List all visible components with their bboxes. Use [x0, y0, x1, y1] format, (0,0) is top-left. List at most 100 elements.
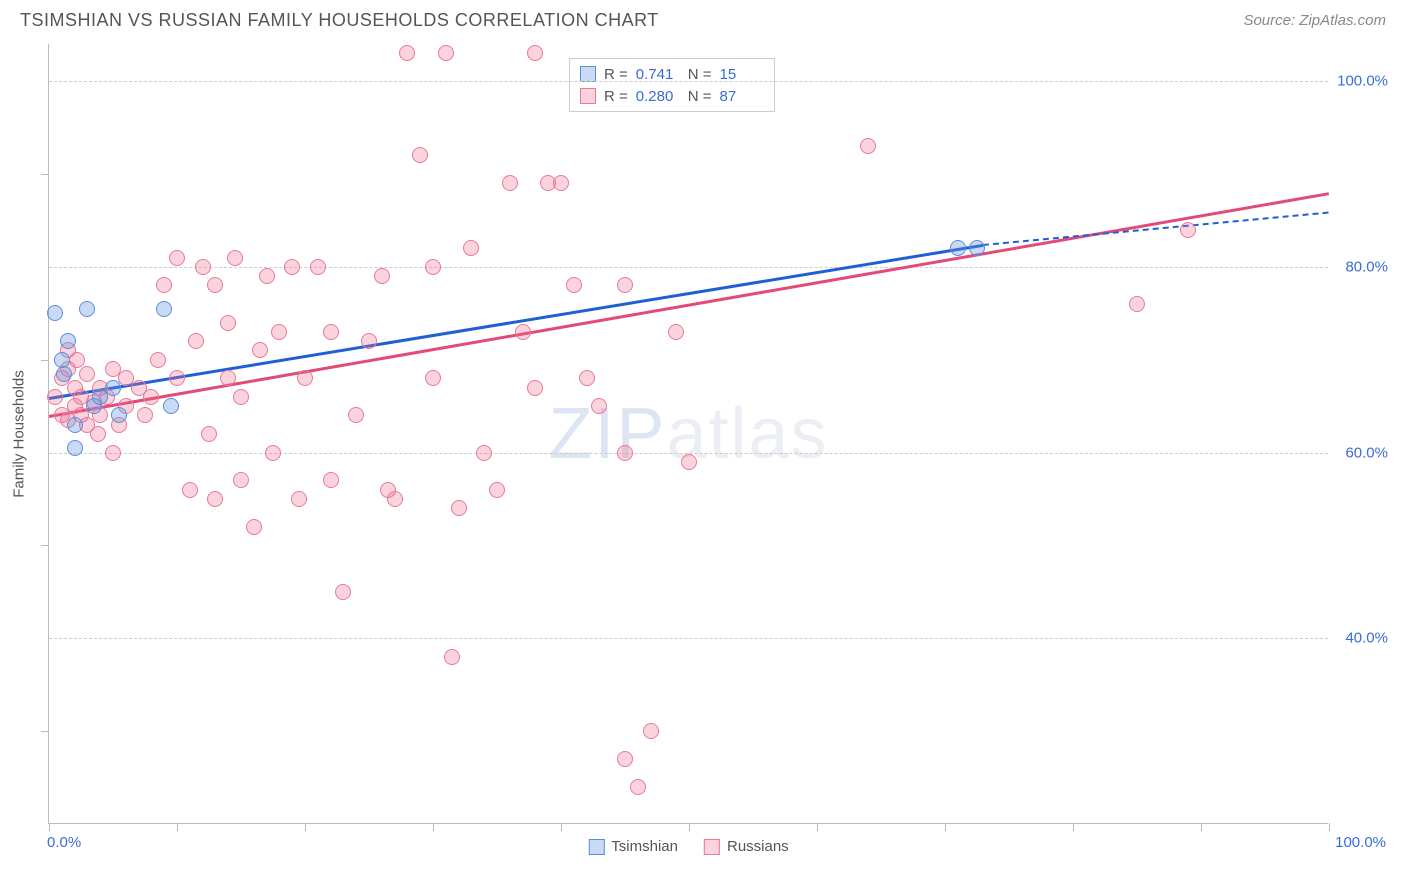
x-tick: [1201, 823, 1202, 831]
swatch-russians: [580, 88, 596, 104]
data-point-russians: [1180, 222, 1196, 238]
data-point-russians: [323, 324, 339, 340]
data-point-russians: [227, 250, 243, 266]
y-tick-label: 100.0%: [1333, 73, 1388, 90]
data-point-russians: [150, 352, 166, 368]
data-point-russians: [374, 268, 390, 284]
data-point-russians: [143, 389, 159, 405]
data-point-russians: [188, 333, 204, 349]
data-point-tsimshian: [950, 240, 966, 256]
data-point-russians: [527, 45, 543, 61]
data-point-russians: [515, 324, 531, 340]
data-point-tsimshian: [47, 305, 63, 321]
data-point-russians: [451, 500, 467, 516]
data-point-tsimshian: [969, 240, 985, 256]
data-point-russians: [425, 370, 441, 386]
x-axis-max-label: 100.0%: [1335, 834, 1386, 851]
data-point-russians: [156, 277, 172, 293]
r-label: R =: [604, 66, 628, 83]
x-tick: [305, 823, 306, 831]
data-point-russians: [444, 649, 460, 665]
data-point-russians: [259, 268, 275, 284]
data-point-russians: [291, 491, 307, 507]
legend-label: Russians: [727, 838, 789, 855]
data-point-russians: [105, 445, 121, 461]
legend-item-tsimshian: Tsimshian: [588, 838, 678, 855]
data-point-russians: [617, 751, 633, 767]
data-point-russians: [207, 277, 223, 293]
data-point-russians: [323, 472, 339, 488]
data-point-russians: [252, 342, 268, 358]
data-point-russians: [668, 324, 684, 340]
data-point-russians: [387, 491, 403, 507]
swatch-tsimshian: [580, 66, 596, 82]
data-point-russians: [476, 445, 492, 461]
data-point-russians: [69, 352, 85, 368]
data-point-russians: [169, 250, 185, 266]
gridline: [49, 638, 1328, 639]
gridline: [49, 81, 1328, 82]
x-tick: [945, 823, 946, 831]
n-value-tsimshian: 15: [720, 66, 764, 83]
data-point-russians: [182, 482, 198, 498]
data-point-tsimshian: [60, 333, 76, 349]
x-tick: [1329, 823, 1330, 831]
y-tick-label: 60.0%: [1333, 444, 1388, 461]
y-axis-label: Family Households: [11, 370, 28, 498]
legend-row-russians: R = 0.280 N = 87: [580, 85, 764, 107]
data-point-tsimshian: [67, 417, 83, 433]
y-tick-label: 40.0%: [1333, 630, 1388, 647]
data-point-russians: [201, 426, 217, 442]
x-tick: [433, 823, 434, 831]
series-legend: Tsimshian Russians: [588, 838, 788, 855]
data-point-russians: [220, 315, 236, 331]
y-tick: [41, 174, 49, 175]
data-point-russians: [591, 398, 607, 414]
chart-title: TSIMSHIAN VS RUSSIAN FAMILY HOUSEHOLDS C…: [20, 10, 659, 31]
data-point-tsimshian: [79, 301, 95, 317]
trend-line-extrapolated: [983, 211, 1329, 245]
r-value-tsimshian: 0.741: [636, 66, 680, 83]
data-point-russians: [643, 723, 659, 739]
data-point-russians: [246, 519, 262, 535]
data-point-russians: [137, 407, 153, 423]
y-tick-label: 80.0%: [1333, 258, 1388, 275]
n-label: N =: [688, 66, 712, 83]
plot-wrap: ZIPatlas Family Households R = 0.741 N =…: [48, 44, 1388, 824]
legend-label: Tsimshian: [611, 838, 678, 855]
data-point-russians: [220, 370, 236, 386]
swatch-russians: [704, 839, 720, 855]
data-point-russians: [207, 491, 223, 507]
data-point-russians: [617, 445, 633, 461]
data-point-russians: [361, 333, 377, 349]
r-label: R =: [604, 88, 628, 105]
data-point-tsimshian: [156, 301, 172, 317]
data-point-russians: [79, 366, 95, 382]
data-point-russians: [579, 370, 595, 386]
legend-item-russians: Russians: [704, 838, 789, 855]
data-point-tsimshian: [111, 407, 127, 423]
data-point-russians: [527, 380, 543, 396]
x-tick: [689, 823, 690, 831]
data-point-russians: [681, 454, 697, 470]
data-point-russians: [630, 779, 646, 795]
source-label: Source: ZipAtlas.com: [1243, 12, 1386, 29]
x-tick: [49, 823, 50, 831]
x-tick: [177, 823, 178, 831]
data-point-russians: [425, 259, 441, 275]
data-point-russians: [566, 277, 582, 293]
n-value-russians: 87: [720, 88, 764, 105]
x-tick: [1073, 823, 1074, 831]
data-point-russians: [310, 259, 326, 275]
data-point-tsimshian: [105, 380, 121, 396]
gridline: [49, 267, 1328, 268]
data-point-russians: [284, 259, 300, 275]
r-value-russians: 0.280: [636, 88, 680, 105]
data-point-russians: [860, 138, 876, 154]
data-point-russians: [438, 45, 454, 61]
data-point-russians: [265, 445, 281, 461]
y-tick: [41, 545, 49, 546]
x-tick: [817, 823, 818, 831]
data-point-russians: [463, 240, 479, 256]
data-point-russians: [297, 370, 313, 386]
